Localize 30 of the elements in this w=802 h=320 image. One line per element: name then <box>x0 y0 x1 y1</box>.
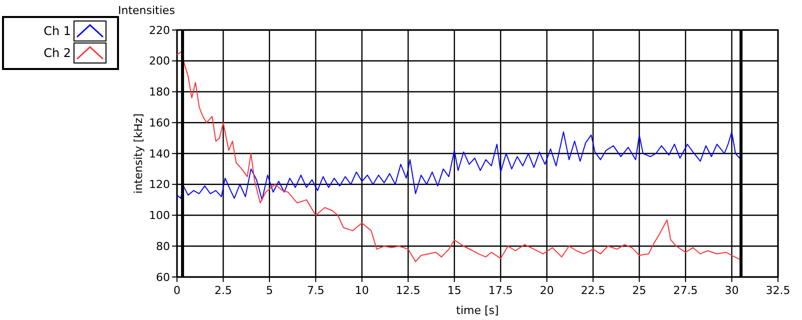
chart-title: Intensities <box>118 4 176 17</box>
x-tick-label: 7.5 <box>306 284 324 297</box>
x-tick-label: 0 <box>174 284 180 297</box>
x-tick-label: 27.5 <box>673 284 698 297</box>
legend-label: Ch 1 <box>44 24 71 38</box>
y-tick-label: 140 <box>149 147 170 160</box>
y-tick-label: 80 <box>156 240 170 253</box>
y-tick-label: 180 <box>149 86 170 99</box>
x-tick-label: 12.5 <box>396 284 420 297</box>
y-tick-label: 220 <box>149 24 170 37</box>
x-tick-label: 15 <box>447 284 462 297</box>
legend-label: Ch 2 <box>44 46 71 60</box>
x-tick-label: 30 <box>724 284 739 297</box>
line-series <box>176 131 742 200</box>
y-axis-title: intensity [kHz] <box>132 113 145 194</box>
x-tick-label: 5 <box>266 284 273 297</box>
x-tick-label: 2.5 <box>214 284 232 297</box>
y-tick-label: 120 <box>149 178 170 192</box>
y-tick-label: 160 <box>149 116 170 130</box>
line-series <box>176 51 742 262</box>
y-tick-label: 200 <box>149 54 170 68</box>
x-axis-title: time [s] <box>456 304 499 317</box>
x-tick-label: 20 <box>540 284 554 297</box>
x-tick-label: 10 <box>354 284 369 297</box>
y-tick-label: 60 <box>156 270 170 284</box>
y-tick-label: 100 <box>149 209 170 222</box>
x-tick-label: 25 <box>632 284 646 297</box>
x-tick-label: 17.5 <box>488 284 513 297</box>
x-tick-label: 32.5 <box>766 284 790 297</box>
x-tick-label: 22.5 <box>580 284 606 297</box>
